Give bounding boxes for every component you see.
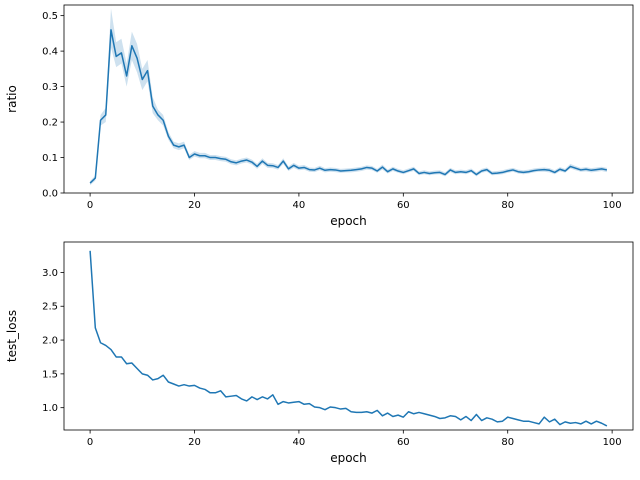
axes-frame — [63, 4, 634, 194]
y-tick-label: 0.1 — [42, 153, 58, 164]
test-loss-subplot: 0 20 40 60 80 100 1.0 1.5 2.0 2.5 3.0 epoch test_los… — [5, 241, 634, 465]
y-tick-label: 0.5 — [42, 11, 58, 22]
x-tick-label: 60 — [397, 200, 410, 211]
x-tick-label: 80 — [501, 200, 514, 211]
y-tick-label: 1.0 — [42, 403, 58, 414]
y-axis-label: test_loss — [5, 310, 19, 362]
x-tick-label: 60 — [397, 437, 410, 448]
x-tick-label: 40 — [293, 437, 306, 448]
x-tick-label: 100 — [603, 200, 622, 211]
y-tick-label: 1.5 — [42, 369, 58, 380]
y-tick-label: 3.0 — [42, 268, 58, 279]
y-axis-label: ratio — [5, 85, 19, 113]
y-tick-label: 2.0 — [42, 336, 58, 347]
x-tick-label: 100 — [603, 437, 622, 448]
x-tick-label: 20 — [188, 200, 201, 211]
x-tick-label: 0 — [87, 437, 93, 448]
y-tick-label: 0.0 — [42, 189, 58, 200]
series-line — [89, 29, 608, 184]
y-tick-label: 2.5 — [42, 302, 58, 313]
x-tick-label: 20 — [188, 437, 201, 448]
ratio-subplot: 0 20 40 60 80 100 0.0 0.1 0.2 0.3 0.4 0.5 epoch ratio — [5, 4, 634, 228]
y-tick-label: 0.3 — [42, 82, 58, 93]
series-line — [89, 250, 608, 427]
y-tick-label: 0.2 — [42, 118, 58, 129]
x-tick-label: 0 — [87, 200, 93, 211]
x-tick-label: 80 — [501, 437, 514, 448]
x-axis-label: epoch — [330, 214, 367, 228]
y-tick-label: 0.4 — [42, 47, 58, 58]
x-tick-label: 40 — [293, 200, 306, 211]
axes-frame — [63, 241, 634, 431]
x-axis-label: epoch — [330, 451, 367, 465]
